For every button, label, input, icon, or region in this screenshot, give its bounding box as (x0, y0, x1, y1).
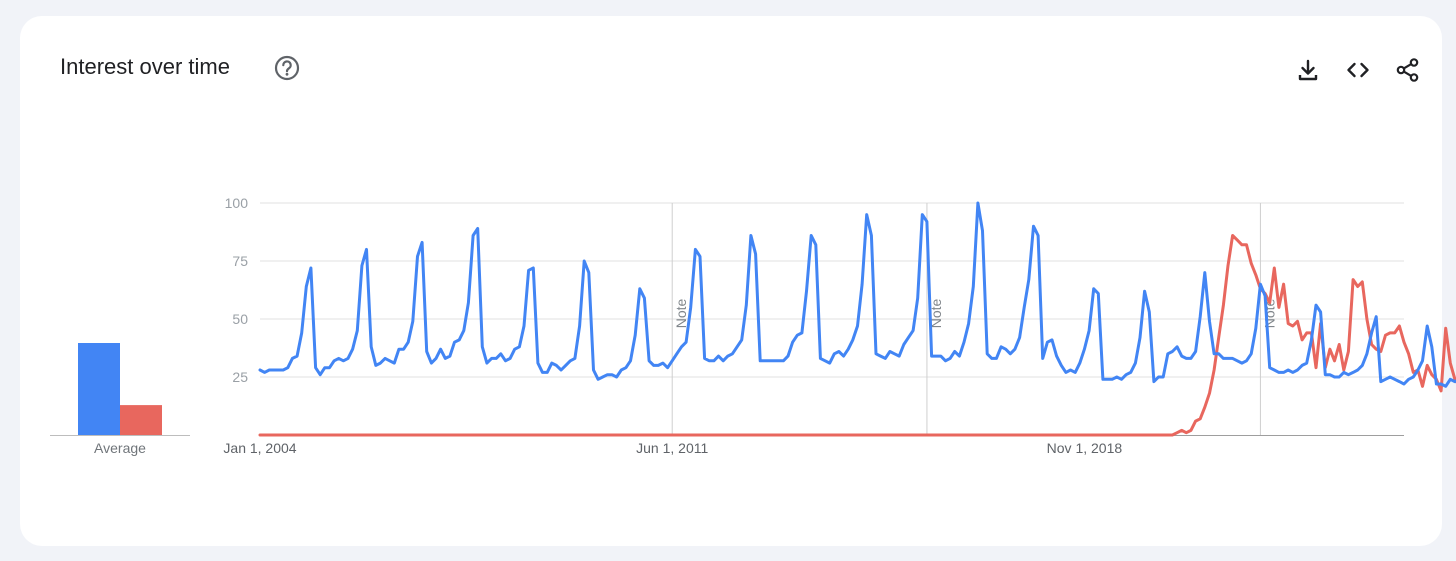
note-label[interactable]: Note (928, 298, 944, 328)
y-tick-label: 25 (232, 369, 248, 385)
average-chart: Average (50, 343, 190, 456)
code-icon (1347, 62, 1369, 78)
embed-button[interactable] (1344, 56, 1372, 84)
share-icon (1396, 58, 1419, 82)
series-line-1[interactable] (258, 201, 1456, 388)
average-bar-2[interactable] (120, 405, 162, 435)
note-label[interactable]: Note (673, 298, 689, 328)
card-actions (1294, 56, 1422, 84)
y-tick-label: 75 (232, 253, 248, 269)
download-icon (1298, 59, 1318, 81)
average-label: Average (94, 440, 146, 456)
average-bar-1[interactable] (78, 343, 120, 435)
chart-title: Interest over time (60, 54, 230, 79)
x-tick-label: Jan 1, 2004 (223, 440, 296, 456)
share-button[interactable] (1394, 56, 1422, 84)
download-button[interactable] (1294, 56, 1322, 84)
y-tick-label: 100 (225, 195, 249, 211)
x-tick-label: Jun 1, 2011 (636, 440, 708, 456)
series-line-2[interactable] (258, 234, 1456, 437)
y-tick-label: 50 (232, 311, 248, 327)
help-circle-icon[interactable] (273, 54, 301, 82)
x-tick-label: Nov 1, 2018 (1047, 440, 1123, 456)
